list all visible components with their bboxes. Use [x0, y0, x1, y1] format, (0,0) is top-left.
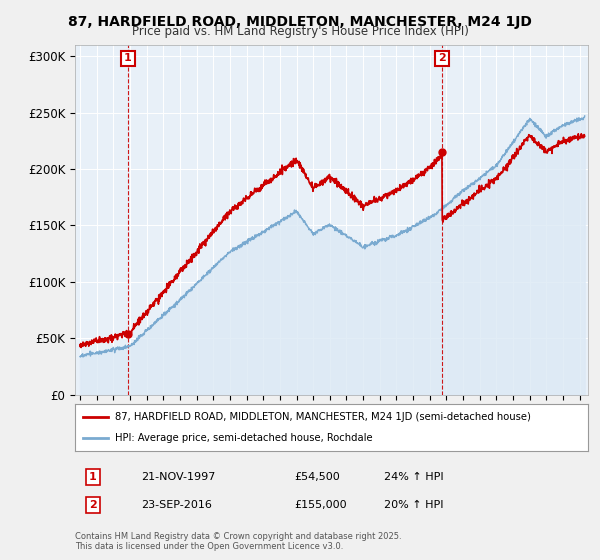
Text: £155,000: £155,000 [294, 500, 347, 510]
Text: 24% ↑ HPI: 24% ↑ HPI [384, 472, 443, 482]
Text: £54,500: £54,500 [294, 472, 340, 482]
Text: 87, HARDFIELD ROAD, MIDDLETON, MANCHESTER, M24 1JD (semi-detached house): 87, HARDFIELD ROAD, MIDDLETON, MANCHESTE… [115, 412, 531, 422]
Text: HPI: Average price, semi-detached house, Rochdale: HPI: Average price, semi-detached house,… [115, 433, 373, 444]
Text: Price paid vs. HM Land Registry's House Price Index (HPI): Price paid vs. HM Land Registry's House … [131, 25, 469, 38]
Text: Contains HM Land Registry data © Crown copyright and database right 2025.
This d: Contains HM Land Registry data © Crown c… [75, 532, 401, 552]
Text: 87, HARDFIELD ROAD, MIDDLETON, MANCHESTER, M24 1JD: 87, HARDFIELD ROAD, MIDDLETON, MANCHESTE… [68, 15, 532, 29]
Text: 2: 2 [89, 500, 97, 510]
Text: 21-NOV-1997: 21-NOV-1997 [141, 472, 215, 482]
Text: 1: 1 [89, 472, 97, 482]
Text: 1: 1 [124, 53, 132, 63]
Text: 23-SEP-2016: 23-SEP-2016 [141, 500, 212, 510]
Text: 2: 2 [438, 53, 446, 63]
Text: 20% ↑ HPI: 20% ↑ HPI [384, 500, 443, 510]
